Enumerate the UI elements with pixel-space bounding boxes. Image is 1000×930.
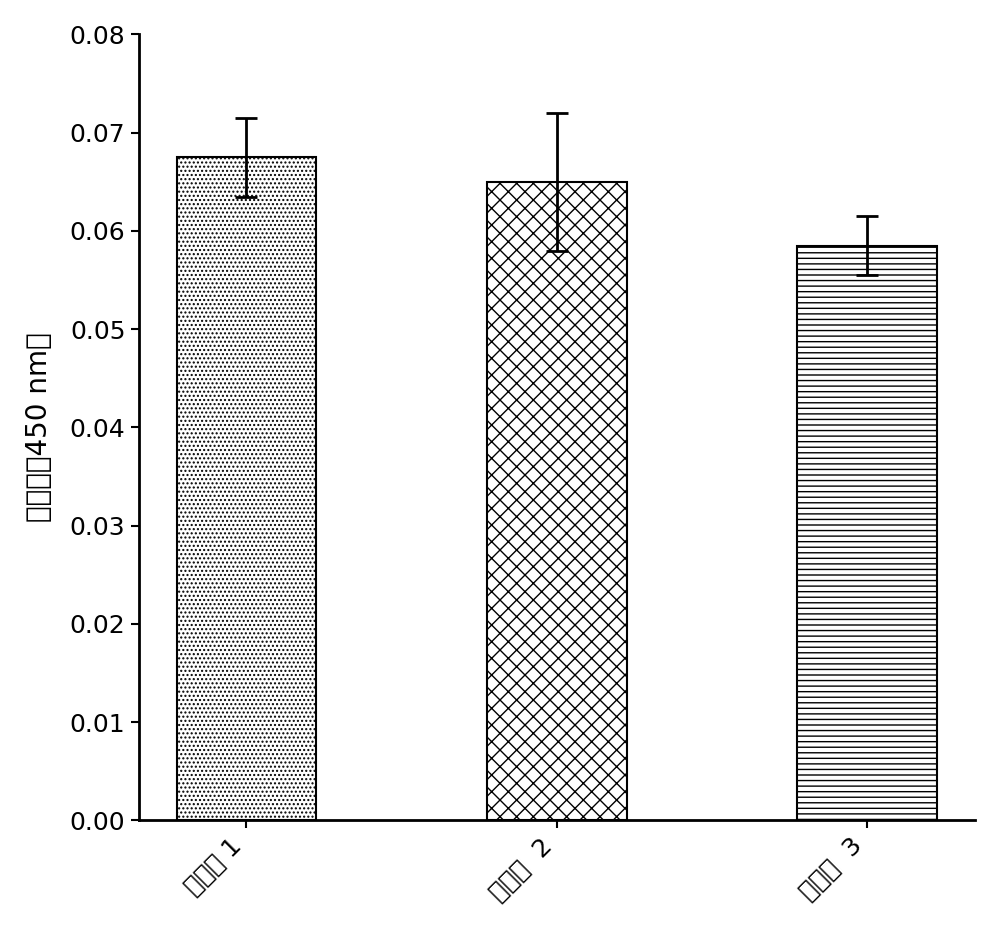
Y-axis label: 吸光値（450 nm）: 吸光値（450 nm） [25, 333, 53, 523]
Bar [177, 157, 316, 820]
Bar [487, 182, 627, 820]
Bar [797, 246, 937, 820]
